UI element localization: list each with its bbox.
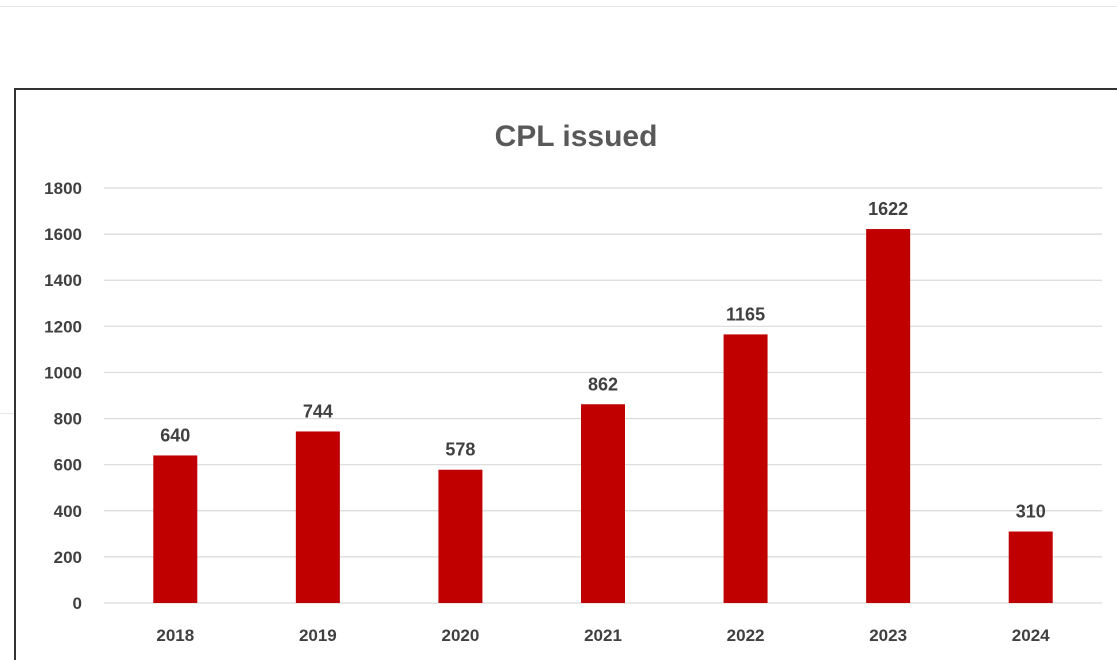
y-tick-label: 200 xyxy=(54,548,82,567)
x-tick-label: 2019 xyxy=(299,626,337,645)
data-label: 1165 xyxy=(726,304,765,324)
y-axis-ticks: 0 200 400 600 800 1000 1200 1400 1600 1800 xyxy=(44,179,82,613)
data-label: 1622 xyxy=(868,199,908,219)
y-tick-label: 1000 xyxy=(44,363,82,382)
y-tick-label: 1800 xyxy=(44,179,82,198)
bar-2021 xyxy=(581,404,625,603)
x-axis-ticks: 2018 2019 2020 2021 2022 2023 2024 xyxy=(156,626,1050,645)
bars xyxy=(153,229,1053,604)
y-tick-label: 800 xyxy=(54,410,82,429)
x-tick-label: 2022 xyxy=(727,626,765,645)
bar-2023 xyxy=(866,229,911,604)
bar-2019 xyxy=(295,431,340,603)
bar-2022 xyxy=(723,334,768,603)
y-tick-label: 1400 xyxy=(44,271,82,290)
bar-2024 xyxy=(1008,531,1053,603)
data-label: 862 xyxy=(588,374,618,394)
chart-frame: CPL issued 0 200 400 600 800 1000 1200 1400 1600… xyxy=(14,88,1117,660)
y-tick-label: 400 xyxy=(54,502,82,521)
data-label: 310 xyxy=(1016,502,1046,522)
data-label: 578 xyxy=(445,440,475,460)
x-tick-label: 2021 xyxy=(584,626,622,645)
y-tick-label: 600 xyxy=(54,456,82,475)
x-tick-label: 2024 xyxy=(1012,626,1050,645)
data-label: 640 xyxy=(160,425,190,445)
data-label: 744 xyxy=(303,401,333,421)
bar-2020 xyxy=(438,469,483,603)
chart-title: CPL issued xyxy=(495,120,658,153)
bar-2018 xyxy=(153,455,198,603)
x-tick-label: 2020 xyxy=(442,626,480,645)
y-tick-label: 0 xyxy=(73,594,82,613)
y-tick-label: 1600 xyxy=(44,225,82,244)
y-tick-label: 1200 xyxy=(44,317,82,336)
x-tick-label: 2018 xyxy=(156,626,194,645)
chart-svg: CPL issued 0 200 400 600 800 1000 1200 1400 1600… xyxy=(44,120,1102,645)
x-tick-label: 2023 xyxy=(869,626,907,645)
data-labels: 640 744 578 862 1165 1622 310 xyxy=(160,199,1045,521)
